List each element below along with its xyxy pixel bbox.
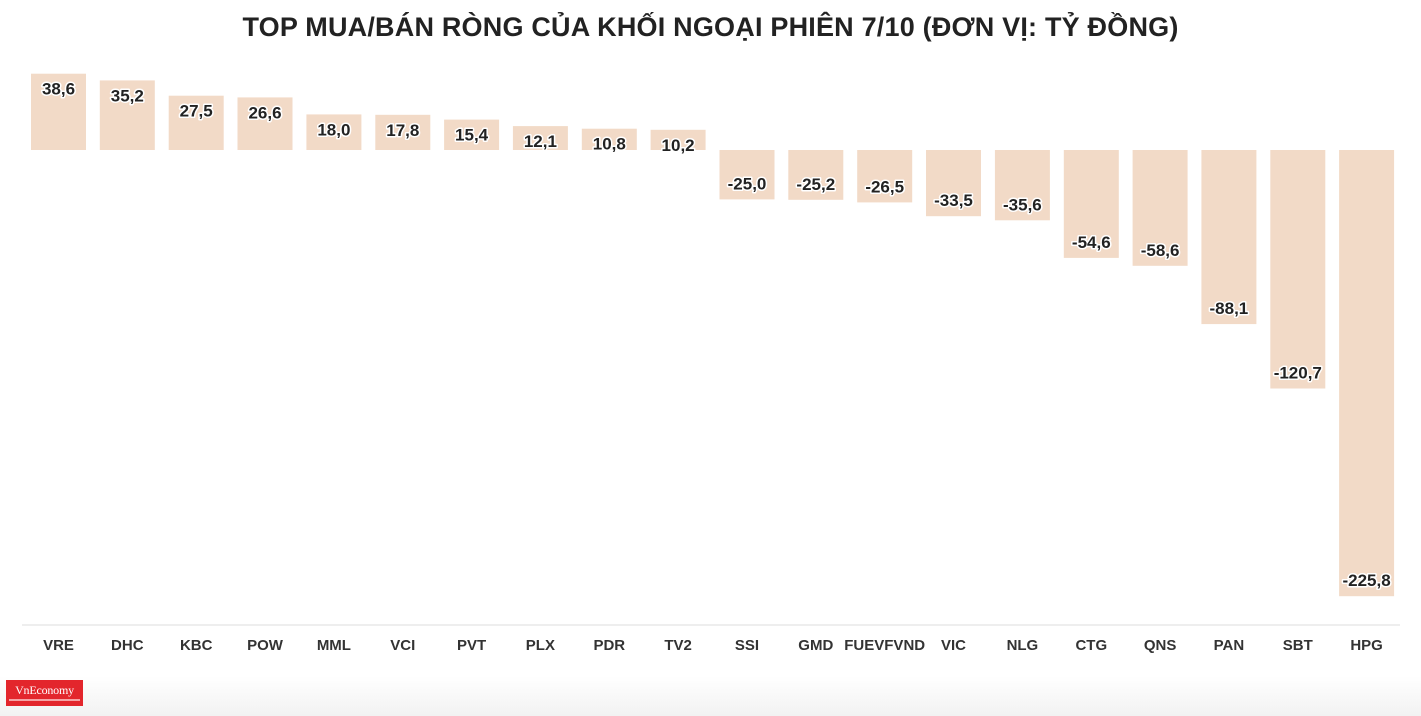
bar-kbc <box>168 95 224 150</box>
category-label-tv2: TV2 <box>664 637 692 654</box>
category-label-fuevfvnd: FUEVFVND <box>844 637 925 654</box>
bar-pow <box>237 97 293 150</box>
category-label-gmd: GMD <box>798 637 833 654</box>
value-label-sbt: -120,7 <box>1274 364 1322 383</box>
brand-logo-tagline-bar <box>9 699 80 701</box>
value-label-vic: -33,5 <box>934 191 973 210</box>
value-label-ssi: -25,0 <box>728 174 767 193</box>
bar-ssi <box>719 150 775 200</box>
bar-mml <box>306 114 362 150</box>
value-label-mml: 18,0 <box>317 120 350 139</box>
value-label-pvt: 15,4 <box>455 126 489 145</box>
bar-sbt <box>1270 150 1326 389</box>
category-label-qns: QNS <box>1144 637 1177 654</box>
value-label-kbc: 27,5 <box>180 102 213 121</box>
value-label-qns: -58,6 <box>1141 241 1180 260</box>
value-label-vre: 38,6 <box>42 80 75 99</box>
footer-band <box>0 676 1421 716</box>
category-label-vic: VIC <box>941 637 966 654</box>
bar-nlg <box>994 150 1050 221</box>
category-label-pvt: PVT <box>457 637 486 654</box>
category-label-dhc: DHC <box>111 637 144 654</box>
category-label-kbc: KBC <box>180 637 213 654</box>
value-label-dhc: 35,2 <box>111 86 144 105</box>
category-label-pdr: PDR <box>593 637 625 654</box>
bar-vic <box>926 150 981 217</box>
bar-dhc <box>99 80 155 150</box>
value-label-plx: 12,1 <box>524 132 557 151</box>
category-label-pan: PAN <box>1214 637 1245 654</box>
value-labels-group: 38,6 35,2 27,5 26,6 18,0 17,8 15,4 12,1 10,8 10,2… <box>40 78 1392 592</box>
value-label-hpg: -225,8 <box>1342 571 1390 590</box>
bars-group <box>31 73 1395 597</box>
bar-qns <box>1132 150 1188 266</box>
bar-pan <box>1201 150 1257 325</box>
value-label-pow: 26,6 <box>248 103 281 122</box>
category-label-vre: VRE <box>43 637 74 654</box>
bar-gmd <box>788 150 844 200</box>
category-label-sbt: SBT <box>1283 637 1313 654</box>
bar-vre <box>31 73 86 150</box>
bar-fuevfvnd <box>857 150 913 203</box>
value-label-vci: 17,8 <box>386 121 419 140</box>
value-label-pan: -88,1 <box>1210 299 1249 318</box>
bar-ctg <box>1063 150 1119 258</box>
value-label-pdr: 10,8 <box>593 135 626 154</box>
brand-logo[interactable]: VnEconomy <box>6 680 83 706</box>
category-label-ssi: SSI <box>735 637 759 654</box>
bar-tv2 <box>650 129 706 150</box>
value-label-gmd: -25,2 <box>796 175 835 194</box>
bar-hpg <box>1339 150 1395 597</box>
bar-pdr <box>581 128 637 150</box>
category-label-mml: MML <box>317 637 351 654</box>
bar-plx <box>512 126 568 150</box>
bar-vci <box>375 114 431 150</box>
category-label-nlg: NLG <box>1007 637 1039 654</box>
category-labels-group: VRE DHC KBC POW MML VCI PVT PLX PDR TV2 SSI GMD FUEV… <box>43 637 1383 654</box>
bar-pvt <box>444 119 500 150</box>
value-label-ctg: -54,6 <box>1072 233 1111 252</box>
category-label-pow: POW <box>247 637 284 654</box>
category-label-plx: PLX <box>526 637 555 654</box>
category-label-hpg: HPG <box>1350 637 1383 654</box>
value-label-fuevfvnd: -26,5 <box>865 177 904 196</box>
category-label-ctg: CTG <box>1075 637 1107 654</box>
category-label-vci: VCI <box>390 637 415 654</box>
chart-title: TOP MUA/BÁN RÒNG CỦA KHỐI NGOẠI PHIÊN 7/… <box>242 12 1179 42</box>
brand-logo-text: VnEconomy <box>15 683 74 697</box>
value-label-tv2: 10,2 <box>662 136 695 155</box>
value-label-nlg: -35,6 <box>1003 195 1042 214</box>
